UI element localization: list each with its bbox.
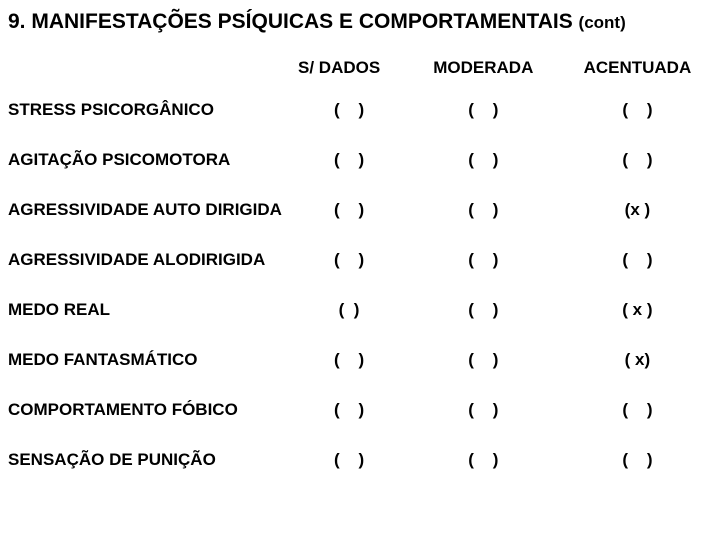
cell-moderada: ( ) [404, 100, 563, 120]
section-title: 9. MANIFESTAÇÕES PSÍQUICAS E COMPORTAMEN… [8, 10, 712, 34]
page: 9. MANIFESTAÇÕES PSÍQUICAS E COMPORTAMEN… [0, 0, 720, 540]
cell-sdados: ( ) [294, 400, 403, 420]
cell-sdados: ( ) [294, 450, 403, 470]
cell-moderada: ( ) [404, 150, 563, 170]
cell-acentuada: (x ) [563, 200, 712, 220]
cell-acentuada: ( ) [563, 100, 712, 120]
cell-sdados: ( ) [294, 300, 403, 320]
table-row: AGRESSIVIDADE ALODIRIGIDA ( ) ( ) ( ) [8, 250, 712, 270]
row-label: MEDO REAL [8, 300, 294, 320]
cell-sdados: ( ) [294, 150, 403, 170]
row-label: SENSAÇÃO DE PUNIÇÃO [8, 450, 294, 470]
table-row: STRESS PSICORGÂNICO ( ) ( ) ( ) [8, 100, 712, 120]
cell-acentuada: ( x ) [563, 300, 712, 320]
table-row: MEDO FANTASMÁTICO ( ) ( ) ( x) [8, 350, 712, 370]
cell-sdados: ( ) [294, 200, 403, 220]
table-row: COMPORTAMENTO FÓBICO ( ) ( ) ( ) [8, 400, 712, 420]
table-row: SENSAÇÃO DE PUNIÇÃO ( ) ( ) ( ) [8, 450, 712, 470]
cell-sdados: ( ) [294, 350, 403, 370]
table-row: AGRESSIVIDADE AUTO DIRIGIDA ( ) ( ) (x ) [8, 200, 712, 220]
table-row: MEDO REAL ( ) ( ) ( x ) [8, 300, 712, 320]
title-main: 9. MANIFESTAÇÕES PSÍQUICAS E COMPORTAMEN… [8, 10, 579, 33]
cell-acentuada: ( x) [563, 350, 712, 370]
header-spacer [8, 58, 274, 78]
cell-sdados: ( ) [294, 250, 403, 270]
cell-acentuada: ( ) [563, 150, 712, 170]
table-row: AGITAÇÃO PSICOMOTORA ( ) ( ) ( ) [8, 150, 712, 170]
cell-moderada: ( ) [404, 450, 563, 470]
cell-moderada: ( ) [404, 350, 563, 370]
cell-moderada: ( ) [404, 250, 563, 270]
cell-sdados: ( ) [294, 100, 403, 120]
col-header-sdados: S/ DADOS [274, 58, 403, 78]
row-label: AGRESSIVIDADE ALODIRIGIDA [8, 250, 294, 270]
row-label: AGRESSIVIDADE AUTO DIRIGIDA [8, 200, 294, 220]
cell-acentuada: ( ) [563, 450, 712, 470]
cell-acentuada: ( ) [563, 400, 712, 420]
row-label: MEDO FANTASMÁTICO [8, 350, 294, 370]
cell-moderada: ( ) [404, 400, 563, 420]
column-headers: S/ DADOS MODERADA ACENTUADA [8, 58, 712, 78]
col-header-acentuada: ACENTUADA [563, 58, 712, 78]
row-label: STRESS PSICORGÂNICO [8, 100, 294, 120]
row-label: COMPORTAMENTO FÓBICO [8, 400, 294, 420]
row-label: AGITAÇÃO PSICOMOTORA [8, 150, 294, 170]
title-cont: (cont) [579, 13, 626, 32]
cell-moderada: ( ) [404, 200, 563, 220]
cell-moderada: ( ) [404, 300, 563, 320]
cell-acentuada: ( ) [563, 250, 712, 270]
col-header-moderada: MODERADA [404, 58, 563, 78]
